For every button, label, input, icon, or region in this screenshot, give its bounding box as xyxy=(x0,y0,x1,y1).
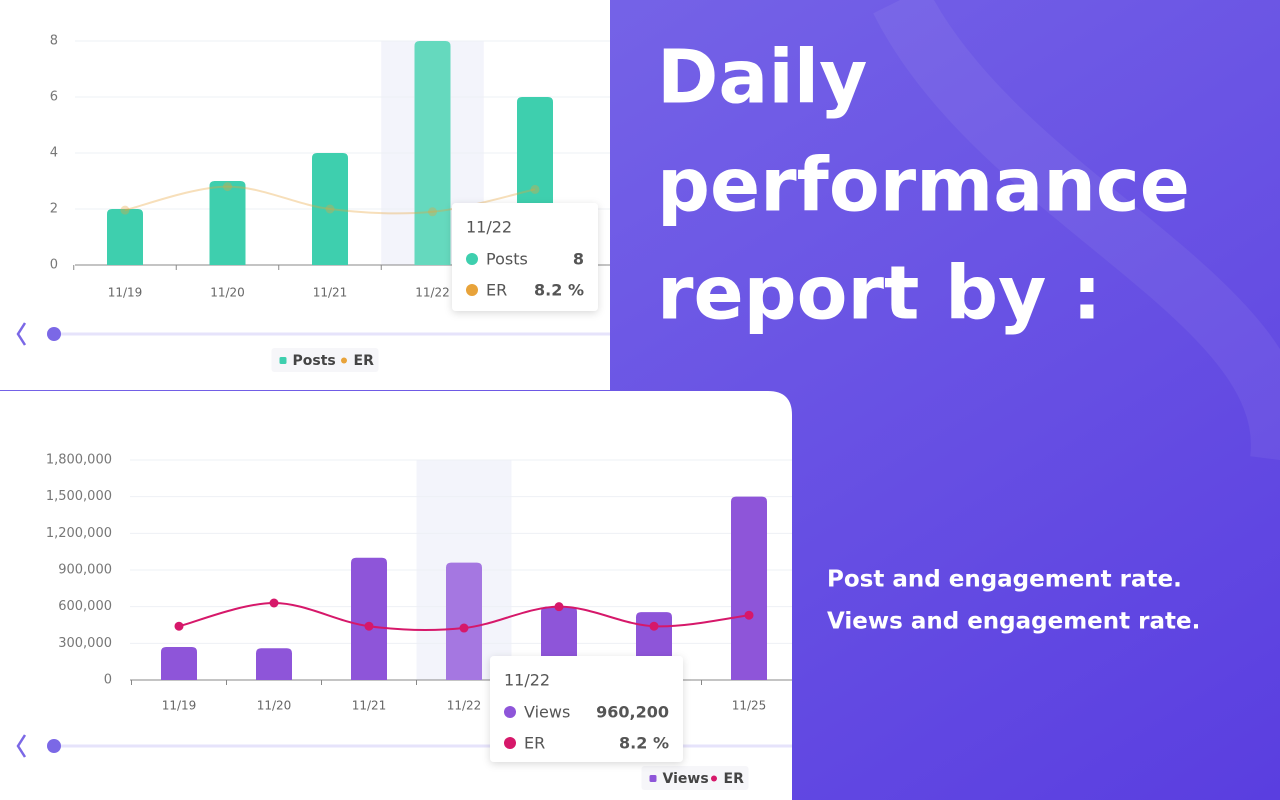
y-tick-label: 0 xyxy=(104,673,112,688)
slider-prev[interactable] xyxy=(16,734,27,758)
x-tick-label: 11/25 xyxy=(732,699,767,713)
tooltip-dot xyxy=(466,284,478,296)
tooltip-name: ER xyxy=(524,734,545,753)
card xyxy=(0,0,610,390)
bar xyxy=(209,181,246,265)
tooltip-dot xyxy=(504,737,516,749)
x-tick-label: 11/21 xyxy=(352,699,387,713)
tooltip-value: 8 xyxy=(573,250,584,269)
y-tick-label: 1,200,000 xyxy=(46,526,112,541)
line-point xyxy=(120,205,130,215)
line-point xyxy=(223,182,232,192)
legend-swatch xyxy=(711,775,717,782)
line-point xyxy=(649,621,659,631)
tooltip: 11/22 Views 960,200 ER 8.2 % xyxy=(490,656,683,762)
tooltip-title: 11/22 xyxy=(466,218,512,237)
line-point xyxy=(325,204,335,214)
legend-label: Views xyxy=(663,771,709,787)
bar xyxy=(312,153,348,265)
y-tick-label: 900,000 xyxy=(58,563,112,578)
legend-box xyxy=(641,766,749,790)
tooltip: 11/22 Posts 8 ER 8.2 % xyxy=(452,203,598,311)
decor xyxy=(873,0,1280,460)
y-tick-label: 0 xyxy=(50,258,58,273)
legend-label: ER xyxy=(724,771,745,787)
bar xyxy=(256,648,292,680)
x-tick-label: 11/19 xyxy=(162,699,197,713)
bar xyxy=(107,209,143,265)
y-tick-label: 4 xyxy=(50,146,58,161)
tooltip-name: ER xyxy=(486,281,507,300)
line-point xyxy=(174,621,184,631)
y-tick-label: 600,000 xyxy=(58,599,112,614)
bar xyxy=(161,647,197,680)
bar xyxy=(351,557,387,680)
tooltip-value: 8.2 % xyxy=(619,734,669,753)
tooltip-name: Views xyxy=(524,703,570,722)
headline-line: report by : xyxy=(657,251,1102,337)
x-tick-label: 11/20 xyxy=(210,286,245,300)
y-tick-label: 8 xyxy=(50,34,58,49)
x-tick-label: 11/22 xyxy=(415,286,450,300)
line-point xyxy=(554,602,564,612)
bar xyxy=(446,562,482,680)
legend-swatch xyxy=(341,357,347,364)
line-point xyxy=(459,623,469,633)
slider-handle[interactable] xyxy=(47,739,61,753)
legend-swatch xyxy=(649,775,657,782)
x-tick-label: 11/21 xyxy=(313,286,348,300)
legend-label: Posts xyxy=(293,353,336,369)
tooltip-value: 960,200 xyxy=(596,703,669,722)
bar xyxy=(414,41,451,265)
line-point xyxy=(530,184,540,194)
subtitle: Post and engagement rate. Views and enga… xyxy=(827,567,1200,635)
line-point xyxy=(744,610,754,620)
y-tick-label: 1,500,000 xyxy=(46,489,112,504)
tooltip-dot xyxy=(504,706,516,718)
subtitle-line: Post and engagement rate. xyxy=(827,567,1182,593)
tooltip-name: Posts xyxy=(486,250,528,269)
headline-line: performance xyxy=(657,143,1190,229)
headline: Daily performance report by : xyxy=(657,35,1190,337)
y-tick-label: 1,800,000 xyxy=(46,453,112,468)
subtitle-line: Views and engagement rate. xyxy=(827,609,1200,635)
y-tick-label: 2 xyxy=(50,202,58,217)
x-tick-label: 11/22 xyxy=(447,699,482,713)
tooltip-box xyxy=(490,656,683,762)
legend-label: ER xyxy=(354,353,375,369)
line-point xyxy=(269,598,279,608)
headline-line: Daily xyxy=(657,35,867,121)
y-tick-label: 300,000 xyxy=(58,636,112,651)
slider-handle[interactable] xyxy=(47,327,61,341)
x-tick-label: 11/19 xyxy=(108,286,143,300)
tooltip-dot xyxy=(466,253,478,265)
legend-box xyxy=(271,348,379,372)
tooltip-value: 8.2 % xyxy=(534,281,584,300)
legend-swatch xyxy=(279,357,287,364)
tooltip-box xyxy=(452,203,598,311)
slider-prev[interactable] xyxy=(16,322,27,346)
tooltip-title: 11/22 xyxy=(504,671,550,690)
line-point xyxy=(364,621,374,631)
bar xyxy=(731,496,767,680)
x-tick-label: 11/20 xyxy=(257,699,292,713)
y-tick-label: 6 xyxy=(50,90,58,105)
line-point xyxy=(428,207,437,217)
